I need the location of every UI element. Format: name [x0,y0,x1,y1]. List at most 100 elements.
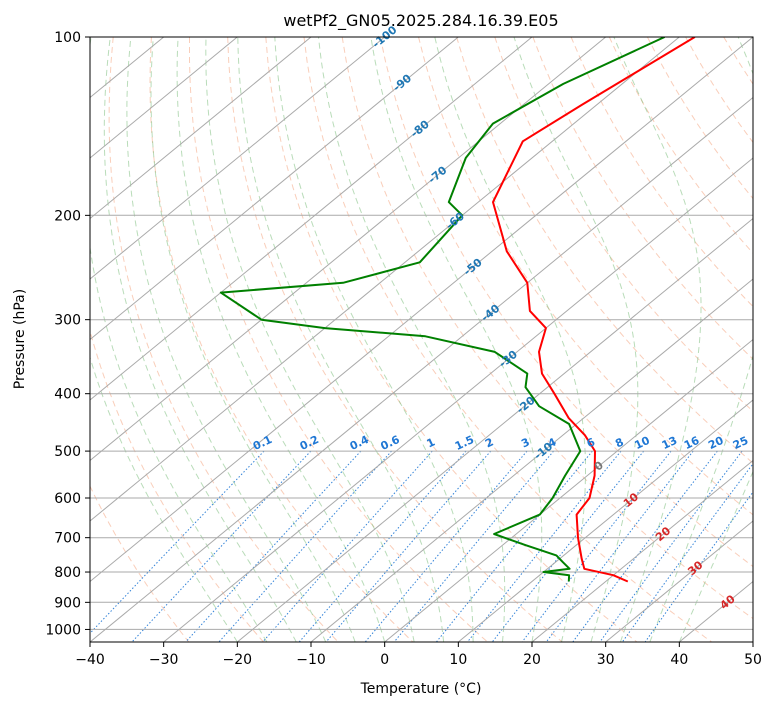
dry-adiabat-line [608,37,753,254]
chart-title: wetPf2_GN05.2025.284.16.39.E05 [283,11,558,31]
x-axis-label: Temperature (°C) [360,681,482,697]
mixing-ratio-line [491,450,645,642]
dry-adiabat-line [189,37,489,642]
dry-adiabat-line [149,37,414,642]
isotherm-label: -60 [443,209,467,232]
dry-adiabat-line [570,37,753,308]
isotherm-label: 30 [685,558,705,578]
isotherm-line [90,37,312,220]
mixing-ratio-line [435,450,593,642]
mixing-ratio-label: 2 [483,435,495,450]
moist-adiabat-line [318,37,506,642]
isotherm-line [163,157,753,642]
isotherm-line [678,580,753,642]
dry-adiabat-line [646,37,753,200]
isotherm-label: -50 [461,256,485,279]
mixing-ratio-label: 10 [633,434,653,452]
y-tick-label: 600 [54,491,81,507]
mixing-ratio-line [325,450,492,642]
y-tick-label: 800 [54,565,81,581]
moist-adiabat-line [613,37,702,642]
x-tick-label: 10 [449,652,467,668]
mixing-ratio-line [545,450,694,642]
grid [90,37,753,642]
moist-adiabat-line [434,37,586,642]
isotherm-label: -90 [390,71,414,94]
isotherm-label: -40 [479,302,503,325]
isotherm-line [90,37,753,583]
isotherm-line [90,37,459,341]
moist-adiabat-line [274,37,474,642]
mixing-ratio-line [262,450,433,642]
isotherm-line [90,96,753,642]
x-tick-label: 40 [670,652,688,668]
isotherm-line [752,641,753,642]
dewpoint-profile-line [219,37,666,582]
x-tick-label: 30 [597,652,615,668]
mixing-ratio-label: 16 [682,434,702,452]
dry-adiabat-line [108,37,339,642]
x-tick-label: 0 [380,652,389,668]
dry-adiabat-line [418,37,753,516]
x-tick-label: −10 [296,652,326,668]
series-layer [219,37,696,583]
isotherm-label: 20 [653,524,673,544]
moist-adiabat-line [90,355,238,642]
x-tick-label: 50 [744,652,762,668]
x-tick-label: 20 [523,652,541,668]
mixing-ratio-label: 0.2 [298,433,321,453]
x-tick-label: −40 [75,652,105,668]
isotherm-line [236,217,753,642]
moist-adiabat-line [513,37,639,642]
isotherm-line [310,278,753,642]
mixing-ratio-line [218,450,392,642]
dry-adiabat-line [532,37,753,360]
isotherm-line [90,37,386,280]
dry-adiabat-line [494,37,753,412]
y-tick-label: 1000 [45,622,81,638]
isotherm-line [90,37,607,462]
moist-adiabat-line [103,37,297,642]
isotherm-line [457,399,753,642]
y-tick-label: 200 [54,208,81,224]
mixing-ratio-line [393,450,554,642]
isotherm-line [90,37,680,522]
mixing-ratio-line [185,450,362,642]
y-tick-label: 100 [54,30,81,46]
isotherm-line [90,37,533,401]
x-axis: −40 −30 −20 −10 0 10 20 30 40 50 [75,642,762,668]
y-tick-label: 500 [54,444,81,460]
isotherm-line [531,459,753,642]
moist-adiabat-line [150,37,356,642]
isotherm-label: -80 [408,117,432,140]
y-axis: 100 200 300 400 500 600 700 800 900 1000 [45,30,90,638]
dry-adiabat-line [723,37,753,85]
background-lines [90,37,753,642]
mixing-ratio-label: 0.6 [379,433,402,453]
plot-frame [89,36,754,643]
y-tick-label: 700 [54,531,81,547]
mixing-ratio-label: 20 [706,434,726,452]
isotherm-label: -20 [514,394,538,417]
mixing-ratio-label: 0.1 [251,433,274,453]
moist-adiabat-line [678,470,753,642]
mixing-ratio-line [521,450,672,642]
mixing-ratio-label: 13 [660,434,679,452]
moist-adiabat-line [205,37,415,642]
mixing-ratio-line [298,450,467,642]
moist-adiabat-line [649,37,753,642]
mixing-ratio-line [90,450,265,635]
isotherm-line [90,37,238,159]
dry-adiabat-line [341,37,753,620]
dry-adiabat-line [685,37,753,144]
mixing-ratio-line [621,462,753,642]
moist-adiabat-line [90,37,268,642]
mixing-ratio-label: 6 [585,435,598,450]
isotherm-line [605,520,753,642]
y-tick-label: 400 [54,387,81,403]
dry-adiabat-line [379,37,753,568]
x-tick-label: −30 [149,652,179,668]
isotherm-line [384,338,753,642]
dry-adiabat-line [265,37,638,642]
moist-adiabat-line [237,37,445,642]
